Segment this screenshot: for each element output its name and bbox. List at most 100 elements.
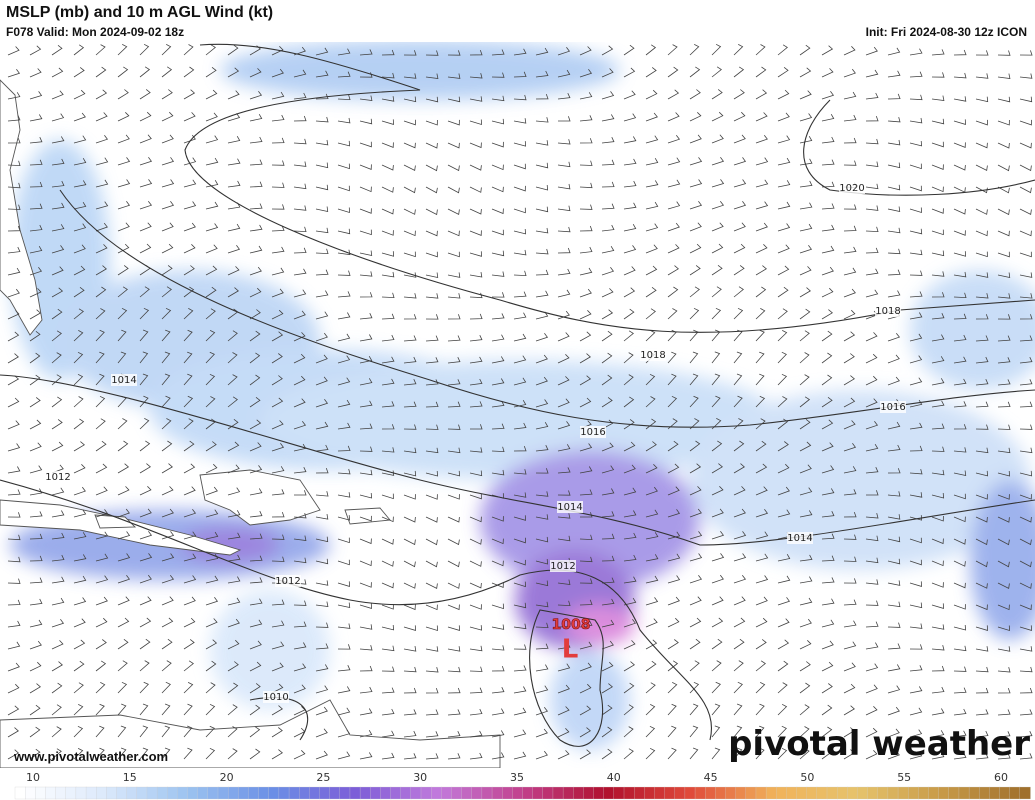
wind-barb <box>777 44 788 56</box>
wind-barb <box>733 617 746 628</box>
wind-barb <box>183 244 196 254</box>
wind-barb <box>29 442 42 452</box>
contour-label: 1012 <box>550 561 575 572</box>
wind-barb <box>997 582 1010 590</box>
wind-barb <box>447 604 460 611</box>
wind-barb <box>227 396 238 408</box>
wind-barb <box>755 596 768 606</box>
wind-barb <box>843 420 856 430</box>
wind-barb <box>997 401 1011 408</box>
wind-barb <box>689 222 702 232</box>
wind-barb <box>821 330 833 342</box>
wind-barb <box>513 559 526 566</box>
wind-barb <box>975 293 989 299</box>
wind-barb <box>183 157 197 166</box>
wind-barb <box>645 244 658 254</box>
wind-barb <box>645 639 658 650</box>
wind-barb <box>447 335 461 342</box>
wind-barb <box>469 447 483 453</box>
wind-barb <box>777 265 790 276</box>
wind-barb <box>623 90 636 100</box>
wind-barb <box>535 162 549 169</box>
wind-barb <box>689 201 703 210</box>
colorbar-swatch <box>24 786 36 800</box>
wind-barb <box>29 419 42 430</box>
wind-barb <box>293 642 307 650</box>
wind-barb <box>359 208 372 214</box>
wind-barb <box>161 373 171 386</box>
wind-barb <box>315 269 329 276</box>
wind-barb <box>601 533 615 540</box>
wind-barb <box>513 312 527 320</box>
wind-barb <box>667 134 681 144</box>
wind-barb <box>51 136 65 144</box>
wind-barb <box>95 112 108 122</box>
wind-barb <box>161 286 172 298</box>
wind-barb <box>953 72 967 79</box>
wind-barb <box>425 186 438 194</box>
wind-barb <box>953 424 967 430</box>
wind-barb <box>513 71 527 78</box>
wind-barb <box>997 293 1011 299</box>
wind-barb <box>117 703 127 716</box>
wind-barb <box>447 230 460 237</box>
wind-barb <box>249 555 263 562</box>
wind-barb <box>447 379 461 386</box>
wind-barb <box>689 286 700 298</box>
colorbar-swatch <box>136 786 148 800</box>
wind-barb <box>315 139 329 146</box>
wind-barb <box>447 687 461 694</box>
wind-barb <box>271 662 284 672</box>
wind-barb <box>491 271 505 277</box>
wind-barb <box>271 466 285 474</box>
wind-barb <box>535 333 549 342</box>
wind-barb <box>425 401 439 408</box>
wind-barb <box>733 66 745 78</box>
wind-barb <box>469 230 482 236</box>
wind-barb <box>161 531 175 540</box>
colorbar-swatch <box>349 786 361 800</box>
wind-barb <box>403 186 416 194</box>
wind-barb <box>183 201 197 210</box>
wind-barb <box>337 537 350 544</box>
wind-barb <box>7 683 20 694</box>
wind-barb <box>535 140 549 146</box>
wind-barb <box>359 400 373 408</box>
wind-barb <box>359 250 373 257</box>
wind-barb <box>645 554 659 562</box>
wind-barb <box>557 93 571 100</box>
wind-barb <box>558 116 571 122</box>
colorbar-swatch <box>471 786 483 800</box>
wind-barb <box>315 354 328 364</box>
wind-barb <box>909 422 923 430</box>
wind-barb <box>249 266 262 276</box>
wind-barb <box>667 747 677 760</box>
wind-barb <box>249 203 263 210</box>
wind-barb <box>183 617 196 628</box>
wind-barb <box>887 421 901 430</box>
wind-barb <box>249 640 262 650</box>
wind-barb <box>205 509 219 518</box>
wind-barb <box>711 134 724 144</box>
wind-barb <box>513 270 527 277</box>
wind-barb <box>29 68 42 78</box>
wind-barb <box>1019 73 1033 79</box>
wind-barb <box>755 308 766 320</box>
wind-barb <box>909 228 923 235</box>
wind-barb <box>997 314 1011 320</box>
wind-barb <box>535 248 549 255</box>
wind-barb <box>623 640 636 650</box>
wind-barb <box>601 352 613 364</box>
wind-barb <box>139 200 153 210</box>
wind-barb <box>931 356 945 364</box>
wind-barb <box>403 142 416 149</box>
wind-barb <box>381 538 394 545</box>
wind-barb <box>997 379 1011 386</box>
colorbar-swatch <box>491 786 503 800</box>
wind-barb <box>315 116 329 123</box>
wind-barb <box>733 596 746 606</box>
wind-barb <box>315 47 329 56</box>
wind-barb <box>337 48 351 56</box>
wind-barb <box>843 599 857 606</box>
colorbar-tick-label: 60 <box>994 771 1008 784</box>
